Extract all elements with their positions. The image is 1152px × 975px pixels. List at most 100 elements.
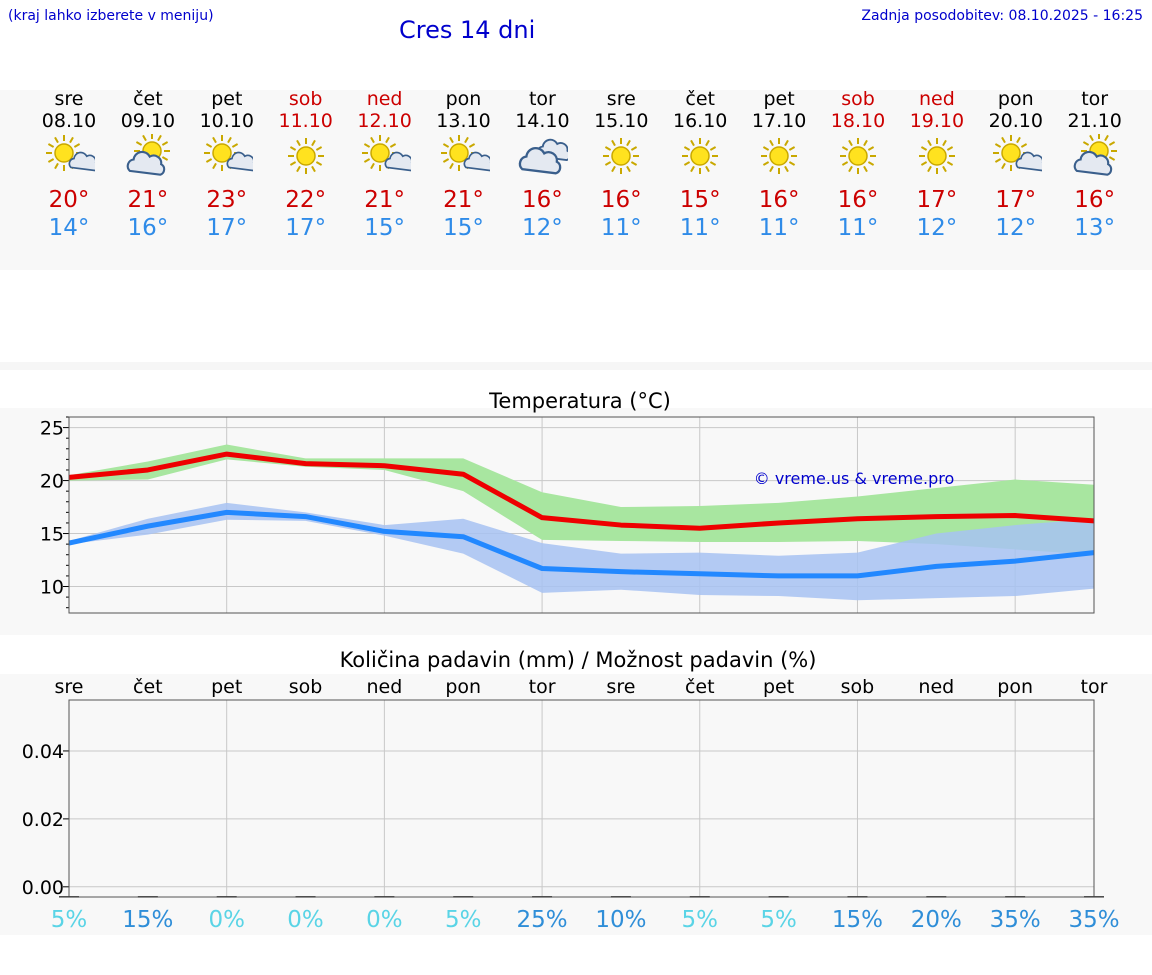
precipitation-bar: [1084, 896, 1104, 898]
day-date: 10.10: [199, 110, 254, 132]
temperature-frame: [68, 416, 1095, 614]
last-update: Zadnja posodobitev: 08.10.2025 - 16:25: [861, 8, 1143, 24]
day-name: čet: [685, 88, 715, 110]
min-temperature: 15°: [364, 215, 405, 241]
temperature-ytick-label: 10: [40, 577, 64, 599]
precipitation-day-label: tor: [529, 676, 556, 698]
day-column: ned 12.10 21° 15°: [345, 88, 425, 242]
max-temperature: 17°: [916, 187, 958, 213]
day-name: pet: [763, 88, 795, 110]
day-name: pet: [211, 88, 243, 110]
day-name: sob: [841, 88, 875, 110]
precipitation-day-label: čet: [133, 676, 163, 698]
precipitation-ytick-label: 0.04: [22, 741, 64, 763]
min-temperature: 17°: [285, 215, 327, 241]
max-temperature-band: [69, 444, 1094, 555]
precipitation-chance: 5%: [445, 907, 482, 933]
sun-icon: [682, 138, 719, 174]
sun-cloud-icon: [46, 135, 95, 172]
precipitation-chance: 20%: [911, 907, 962, 933]
precipitation-bar: [847, 896, 868, 898]
precipitation-day-label: pon: [445, 676, 481, 698]
max-temperature: 23°: [206, 187, 248, 213]
min-temperature: 13°: [1074, 215, 1116, 241]
sun-icon: [603, 138, 640, 174]
day-column: ned 19.10 17° 12°: [897, 88, 977, 242]
precipitation-bar: [295, 896, 316, 898]
watermark: © vreme.us & vreme.pro: [754, 469, 955, 488]
max-temperature: 22°: [285, 187, 327, 213]
temperature-ytick-label: 20: [40, 471, 64, 493]
precipitation-chance: 5%: [682, 907, 719, 933]
precipitation-chance: 15%: [832, 907, 883, 933]
day-name: ned: [918, 88, 955, 110]
sun-icon: [918, 138, 955, 174]
max-temperature: 16°: [522, 187, 563, 213]
min-temperature: 11°: [758, 215, 800, 241]
max-temperature-line: [68, 451, 1095, 531]
precipitation-chance: 0%: [208, 907, 245, 933]
day-name: čet: [133, 88, 163, 110]
cloud-sun-icon: [126, 134, 170, 176]
sun-icon: [761, 138, 798, 174]
day-column: pet 17.10 16° 11°: [739, 88, 819, 242]
precipitation-chance: 10%: [595, 907, 646, 933]
precipitation-bar: [1005, 896, 1026, 898]
precipitation-ytick-label: 0.02: [22, 809, 64, 831]
precipitation-day-label: pet: [763, 676, 794, 698]
precipitation-chance: 0%: [287, 907, 324, 933]
day-name: tor: [528, 88, 556, 110]
precipitation-bar: [768, 896, 789, 898]
day-column: sob 11.10 22° 17°: [266, 88, 346, 242]
precipitation-day-label: čet: [685, 676, 715, 698]
day-date: 08.10: [41, 110, 97, 132]
min-temperature: 12°: [916, 215, 958, 241]
day-column: sob 18.10 16° 11°: [818, 88, 898, 242]
page-title: Cres 14 dni: [399, 16, 536, 44]
precipitation-bar: [216, 896, 237, 898]
precipitation-day-label: sob: [841, 676, 875, 698]
day-name: sob: [288, 88, 323, 110]
day-date: 11.10: [278, 110, 333, 132]
precipitation-bar: [689, 896, 710, 898]
precipitation-chance: 5%: [51, 907, 88, 933]
sun-cloud-icon: [440, 135, 490, 172]
precipitation-chance: 35%: [990, 907, 1041, 933]
max-temperature: 16°: [1074, 187, 1116, 213]
precipitation-chance: 5%: [760, 907, 797, 933]
precipitation-day-label: ned: [366, 676, 402, 698]
precipitation-day-label: sre: [606, 676, 635, 698]
precipitation-bar: [59, 896, 79, 898]
max-temperature: 16°: [600, 187, 642, 213]
precipitation-chance: 35%: [1068, 907, 1119, 933]
precipitation-day-label: ned: [918, 676, 954, 698]
day-date: 15.10: [594, 110, 649, 132]
precipitation-bar: [137, 896, 158, 898]
precipitation-bar: [610, 896, 631, 898]
min-temperature: 15°: [443, 215, 484, 241]
min-temperature: 16°: [127, 215, 169, 241]
precipitation-bar: [532, 896, 553, 898]
precipitation-title: Količina padavin (mm) / Možnost padavin …: [340, 648, 817, 672]
min-temperature: 11°: [679, 215, 721, 241]
day-date: 21.10: [1067, 110, 1122, 132]
day-date: 14.10: [515, 110, 570, 132]
precipitation-chance: 15%: [122, 907, 173, 933]
sun-cloud-icon: [361, 135, 411, 172]
precipitation-day-label: sre: [55, 676, 84, 698]
day-column: pon 20.10 17° 12°: [976, 88, 1056, 242]
separator-band: [0, 362, 1152, 370]
day-column: pon 13.10 21° 15°: [424, 88, 504, 242]
precipitation-day-label: pet: [211, 676, 242, 698]
temperature-ytick-label: 15: [40, 524, 64, 546]
location-menu-hint[interactable]: (kraj lahko izberete v meniju): [8, 8, 214, 24]
precipitation-chance: 0%: [366, 907, 403, 933]
sun-icon: [287, 138, 324, 174]
min-temperature: 11°: [600, 215, 642, 241]
max-temperature: 16°: [837, 187, 879, 213]
day-column: pet 10.10 23° 17°: [187, 88, 267, 242]
max-temperature: 21°: [127, 187, 169, 213]
day-column: čet 09.10 21° 16°: [108, 88, 188, 242]
day-date: 17.10: [751, 110, 807, 132]
forecast-band: [0, 90, 1152, 270]
